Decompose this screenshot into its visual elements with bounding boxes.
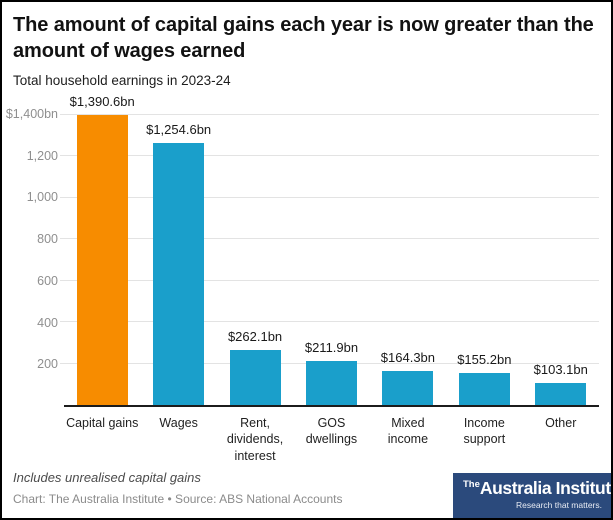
bar-slot: $262.1bn bbox=[217, 115, 293, 405]
gridline bbox=[60, 114, 599, 115]
y-axis-tick-label: $1,400bn bbox=[5, 107, 58, 121]
bar-value-label: $155.2bn bbox=[457, 352, 512, 367]
bar-slot: $103.1bn bbox=[523, 115, 599, 405]
chart-header: The amount of capital gains each year is… bbox=[2, 2, 611, 88]
bar-value-label: $164.3bn bbox=[380, 350, 436, 365]
bar bbox=[382, 371, 434, 405]
bar bbox=[229, 350, 281, 405]
x-axis-category-label: Capital gains bbox=[66, 416, 139, 430]
bar-value-label: $262.1bn bbox=[227, 329, 283, 344]
x-axis-category-label: Wages bbox=[159, 416, 198, 430]
bar-value-label: $1,390.6bn bbox=[69, 94, 135, 109]
x-axis-labels: Capital gains Wages Rent, dividends, inter… bbox=[64, 415, 599, 464]
chart-subtitle: Total household earnings in 2023-24 bbox=[13, 73, 231, 88]
bars-container: $1,390.6bn $1,254.6bn $262.1bn $211.9bn $164… bbox=[64, 94, 599, 405]
gridline bbox=[60, 196, 599, 198]
bar-slot: $211.9bn bbox=[293, 115, 369, 405]
bar-slot: $155.2bn bbox=[446, 115, 522, 405]
x-axis-category-label: Income support bbox=[463, 416, 506, 447]
bar bbox=[76, 115, 128, 405]
credit-line: Chart: The Australia Institute • Source:… bbox=[13, 492, 343, 506]
bar-slot: $164.3bn bbox=[370, 115, 446, 405]
y-axis-tick-label: 1,000 bbox=[26, 190, 58, 205]
logo-wordmark: TheAustralia Institute bbox=[463, 479, 611, 498]
gridline bbox=[60, 321, 599, 323]
bar bbox=[305, 361, 357, 405]
logo-prefix: The bbox=[463, 479, 480, 490]
x-axis-category-label: GOS dwellings bbox=[305, 416, 358, 447]
bar bbox=[458, 373, 510, 405]
x-axis-category-label: Mixed income bbox=[387, 416, 429, 447]
bar bbox=[153, 143, 205, 405]
bar-slot: $1,390.6bn bbox=[64, 94, 140, 405]
x-axis-category-label: Other bbox=[545, 416, 577, 430]
logo-name: Australia Institute bbox=[479, 478, 613, 498]
chart-footer: Includes unrealised capital gains Chart:… bbox=[2, 463, 611, 506]
y-axis-tick-label: 800 bbox=[37, 232, 58, 247]
gridline bbox=[60, 279, 599, 281]
bar-slot: $1,254.6bn bbox=[140, 115, 216, 405]
gridline bbox=[60, 238, 599, 240]
gridline bbox=[60, 155, 599, 157]
logo-tagline: Research that matters. bbox=[516, 500, 602, 510]
australia-institute-logo[interactable]: TheAustralia Institute Research that mat… bbox=[453, 473, 611, 518]
bar-value-label: $211.9bn bbox=[304, 340, 359, 355]
y-axis-tick-label: 1,200 bbox=[26, 148, 58, 163]
plot-area: $1,390.6bn $1,254.6bn $262.1bn $211.9bn $164… bbox=[60, 94, 599, 407]
bar-value-label: $1,254.6bn bbox=[146, 122, 212, 137]
y-axis-tick-label: 200 bbox=[37, 357, 58, 372]
x-axis-category-label: Rent, dividends, interest bbox=[226, 416, 284, 463]
bar bbox=[535, 383, 587, 405]
footnote: Includes unrealised capital gains bbox=[13, 470, 201, 485]
y-axis-tick-label: 400 bbox=[37, 315, 58, 330]
bar-value-label: $103.1bn bbox=[533, 362, 588, 377]
bar-chart: $1,390.6bn $1,254.6bn $262.1bn $211.9bn $164… bbox=[2, 88, 611, 463]
y-axis-tick-label: 600 bbox=[37, 273, 58, 288]
chart-title: The amount of capital gains each year is… bbox=[13, 14, 594, 62]
